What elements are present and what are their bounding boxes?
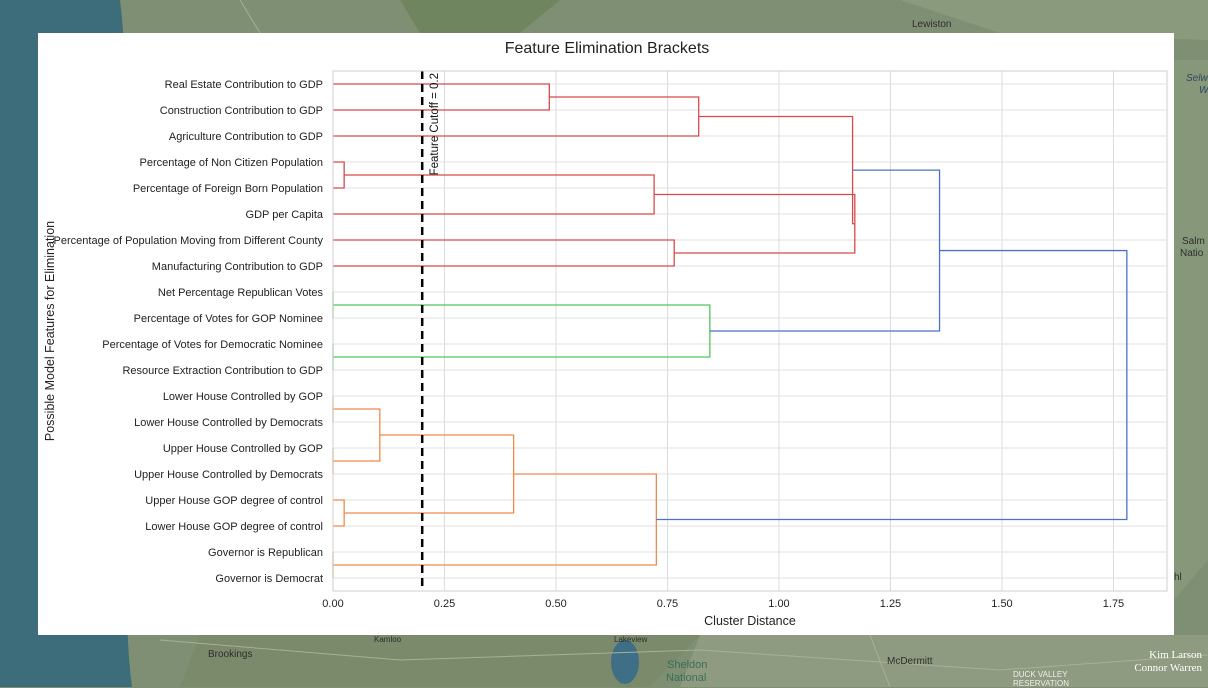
leaf-label: Net Percentage Republican Votes: [158, 287, 324, 299]
x-tick-label: 0.00: [322, 598, 343, 610]
x-tick-label: 0.75: [657, 598, 678, 610]
leaf-label: Real Estate Contribution to GDP: [165, 79, 323, 91]
dendrogram-link: [333, 174, 655, 215]
plot-frame: [332, 70, 1168, 592]
leaf-label: Upper House Controlled by GOP: [163, 443, 323, 455]
map-label-lewiston: Lewiston: [912, 19, 952, 30]
x-tick-label: 1.75: [1103, 598, 1124, 610]
leaf-label: Upper House GOP degree of control: [145, 495, 323, 507]
leaf-label: Lower House Controlled by Democrats: [134, 417, 323, 429]
x-axis-title: Cluster Distance: [704, 614, 796, 628]
map-label-reservation: RESERVATION: [1013, 679, 1070, 688]
dendrogram-link: [333, 304, 711, 358]
leaf-labels: Real Estate Contribution to GDP Construct…: [54, 79, 324, 585]
dendrogram-link: [656, 249, 1128, 521]
dendrogram-link: [333, 499, 345, 527]
x-tick-label: 0.25: [434, 598, 455, 610]
leaf-label: Resource Extraction Contribution to GDP: [122, 365, 323, 377]
dendrogram-link: [333, 473, 657, 566]
leaf-label: Percentage of Population Moving from Dif…: [54, 235, 324, 247]
dendrogram-link: [333, 408, 381, 462]
map-label-sheldon: Sheldon: [667, 659, 708, 671]
chart-panel: Feature Elimination Brackets Feature Cut…: [38, 33, 1174, 635]
map-label-kamloo: Kamloo: [374, 635, 402, 644]
x-ticks: 0.00 0.25 0.50 0.75 1.00 1.25 1.50 1.75: [322, 598, 1124, 610]
leaf-label: Percentage of Foreign Born Population: [133, 183, 323, 195]
map-label-brookings: Brookings: [208, 649, 253, 660]
leaf-label: Governor is Republican: [208, 547, 323, 559]
map-label-w: W: [1199, 85, 1208, 96]
map-label-mcdermitt: McDermitt: [887, 656, 933, 667]
leaf-label: Governor is Democrat: [215, 573, 323, 585]
dendrogram-link: [333, 96, 700, 137]
cutoff-label: Feature Cutoff = 0.2: [429, 73, 441, 175]
leaf-label: GDP per Capita: [246, 209, 324, 221]
leaf-label: Manufacturing Contribution to GDP: [152, 261, 323, 273]
map-label-salm: Salm: [1182, 236, 1205, 247]
tree-layer: [332, 83, 1128, 578]
dendrogram-link: [333, 161, 345, 189]
leaf-label: Upper House Controlled by Democrats: [134, 469, 323, 481]
chart-title: Feature Elimination Brackets: [505, 40, 710, 57]
dendrogram-link: [333, 239, 675, 267]
map-label-national: National: [666, 672, 707, 684]
leaf-label: Percentage of Non Citizen Population: [140, 157, 323, 169]
y-axis-title: Possible Model Features for Elimination: [43, 221, 57, 441]
map-label-lakeview: Lakeview: [614, 635, 648, 644]
dendrogram-link: [709, 169, 941, 332]
x-tick-label: 0.50: [545, 598, 566, 610]
cutoff-layer: Feature Cutoff = 0.2: [420, 71, 441, 591]
leaf-label: Construction Contribution to GDP: [160, 105, 323, 117]
map-label-natio: Natio: [1180, 248, 1204, 259]
x-tick-label: 1.25: [880, 598, 901, 610]
leaf-label: Percentage of Votes for GOP Nominee: [134, 313, 323, 325]
map-label-selw: Selw: [1186, 73, 1208, 84]
credit-line-2: Connor Warren: [1134, 662, 1202, 674]
map-label-duck-valley: DUCK VALLEY: [1013, 670, 1068, 679]
x-tick-label: 1.50: [991, 598, 1012, 610]
map-label-hl: hl: [1174, 572, 1182, 583]
leaf-label: Agriculture Contribution to GDP: [169, 131, 323, 143]
dendrogram-link: [654, 193, 856, 254]
leaf-label: Lower House Controlled by GOP: [163, 391, 323, 403]
leaf-label: Percentage of Votes for Democratic Nomin…: [102, 339, 323, 351]
dendrogram-chart: Feature Elimination Brackets Feature Cut…: [43, 40, 1168, 628]
credit-line-1: Kim Larson: [1149, 649, 1202, 661]
leaf-label: Lower House GOP degree of control: [145, 521, 323, 533]
dendrogram-link: [698, 115, 855, 225]
x-tick-label: 1.00: [768, 598, 789, 610]
